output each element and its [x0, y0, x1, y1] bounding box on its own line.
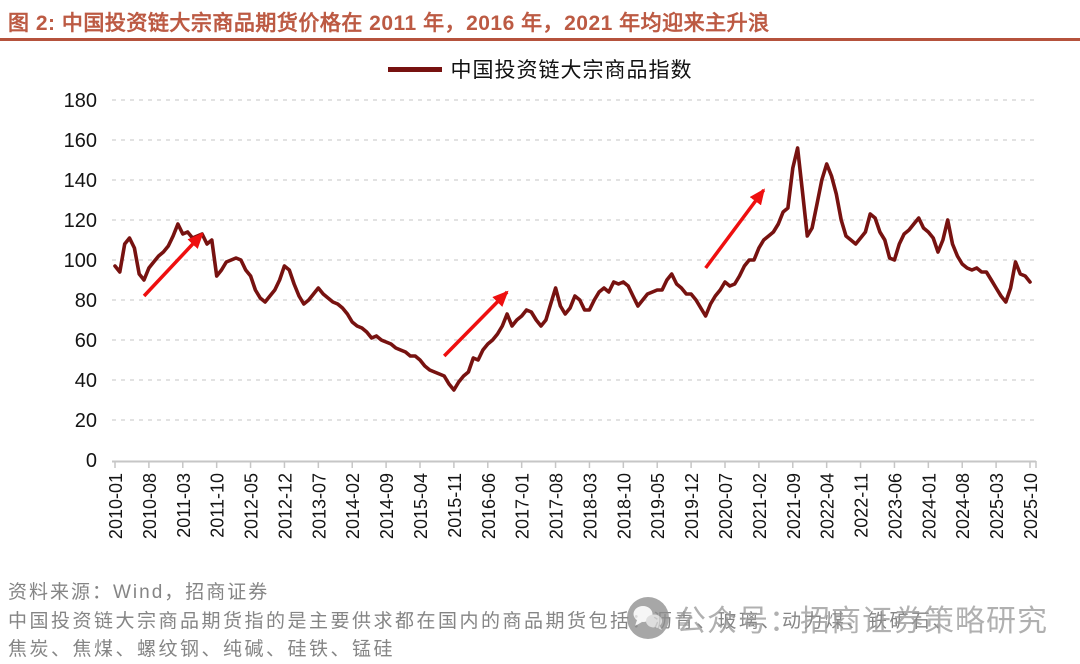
x-tick-label: 2022-11 [852, 473, 872, 538]
x-tick-label: 2019-12 [682, 473, 702, 539]
x-tick-label: 2024-08 [953, 473, 973, 539]
legend-line-swatch [387, 66, 442, 72]
x-tick-label: 2019-05 [648, 473, 668, 539]
y-tick-label: 120 [64, 210, 97, 232]
x-tick-label: 2013-07 [309, 473, 329, 539]
x-tick-label: 2021-02 [750, 473, 770, 539]
x-tick-label: 2014-09 [377, 473, 397, 539]
x-tick-label: 2015-11 [445, 473, 465, 538]
x-tick-label: 2020-07 [716, 473, 736, 539]
watermark-text: 公众号：招商证券策略研究 [676, 605, 1048, 638]
wechat-icon [627, 597, 669, 639]
x-tick-label: 2012-05 [242, 473, 262, 539]
trend-arrow [442, 290, 509, 358]
y-tick-label: 180 [64, 90, 97, 112]
x-tick-label: 2015-04 [411, 473, 431, 539]
trend-arrow [704, 188, 766, 270]
x-tick-label: 2010-01 [106, 473, 126, 539]
index-series-line [113, 146, 1032, 392]
series-layer [113, 146, 1032, 392]
chart-title: 图 2: 中国投资链大宗商品期货价格在 2011 年，2016 年，2021 年… [8, 12, 770, 35]
x-tick-label: 2017-01 [513, 473, 533, 539]
x-tick-label: 2014-02 [343, 473, 363, 539]
legend-label: 中国投资链大宗商品指数 [450, 59, 693, 82]
x-tick-label: 2018-10 [614, 473, 634, 539]
x-tick-label: 2012-12 [275, 473, 295, 539]
y-tick-label: 20 [75, 410, 97, 432]
title-underline [0, 38, 1080, 41]
x-tick-label: 2021-09 [784, 473, 804, 539]
note-line-1: 中国投资链大宗商品期货指的是主要供求都在国内的商品期货包括：沥青、玻璃、动力煤、… [8, 611, 955, 632]
y-tick-label: 60 [75, 330, 97, 352]
y-tick-label: 100 [64, 250, 97, 272]
x-tick-label: 2024-01 [919, 473, 939, 539]
source-text: 资料来源：Wind，招商证券 [8, 582, 270, 603]
y-tick-label: 140 [64, 170, 97, 192]
x-tick-label: 2011-03 [174, 473, 194, 538]
y-tick-label: 80 [75, 290, 97, 312]
gridlines [112, 99, 1036, 421]
x-axis [112, 460, 1037, 468]
note-line-2: 焦炭、焦煤、螺纹钢、纯碱、硅铁、锰硅 [8, 639, 396, 660]
trend-arrow [142, 232, 204, 298]
y-tick-label: 40 [75, 370, 97, 392]
x-tick-label: 2017-08 [547, 473, 567, 539]
x-tick-label: 2010-08 [140, 473, 160, 539]
x-tick-label: 2025-10 [1021, 473, 1041, 539]
x-tick-label: 2016-06 [479, 473, 499, 539]
legend: 中国投资链大宗商品指数 [0, 54, 1080, 84]
axis-labels: 0 20 40 60 80 100 120 140 160 180 2010-01 2010-08 20… [64, 90, 1041, 539]
trend-arrows [142, 188, 766, 358]
x-tick-label: 2023-06 [885, 473, 905, 539]
y-tick-label: 160 [64, 130, 97, 152]
x-tick-label: 2022-04 [818, 473, 838, 539]
x-tick-label: 2011-10 [208, 473, 228, 538]
watermark: 公众号：招商证券策略研究 [626, 596, 1048, 640]
y-tick-label: 0 [86, 450, 97, 472]
x-tick-label: 2018-03 [580, 473, 600, 539]
x-tick-label: 2025-03 [987, 473, 1007, 539]
